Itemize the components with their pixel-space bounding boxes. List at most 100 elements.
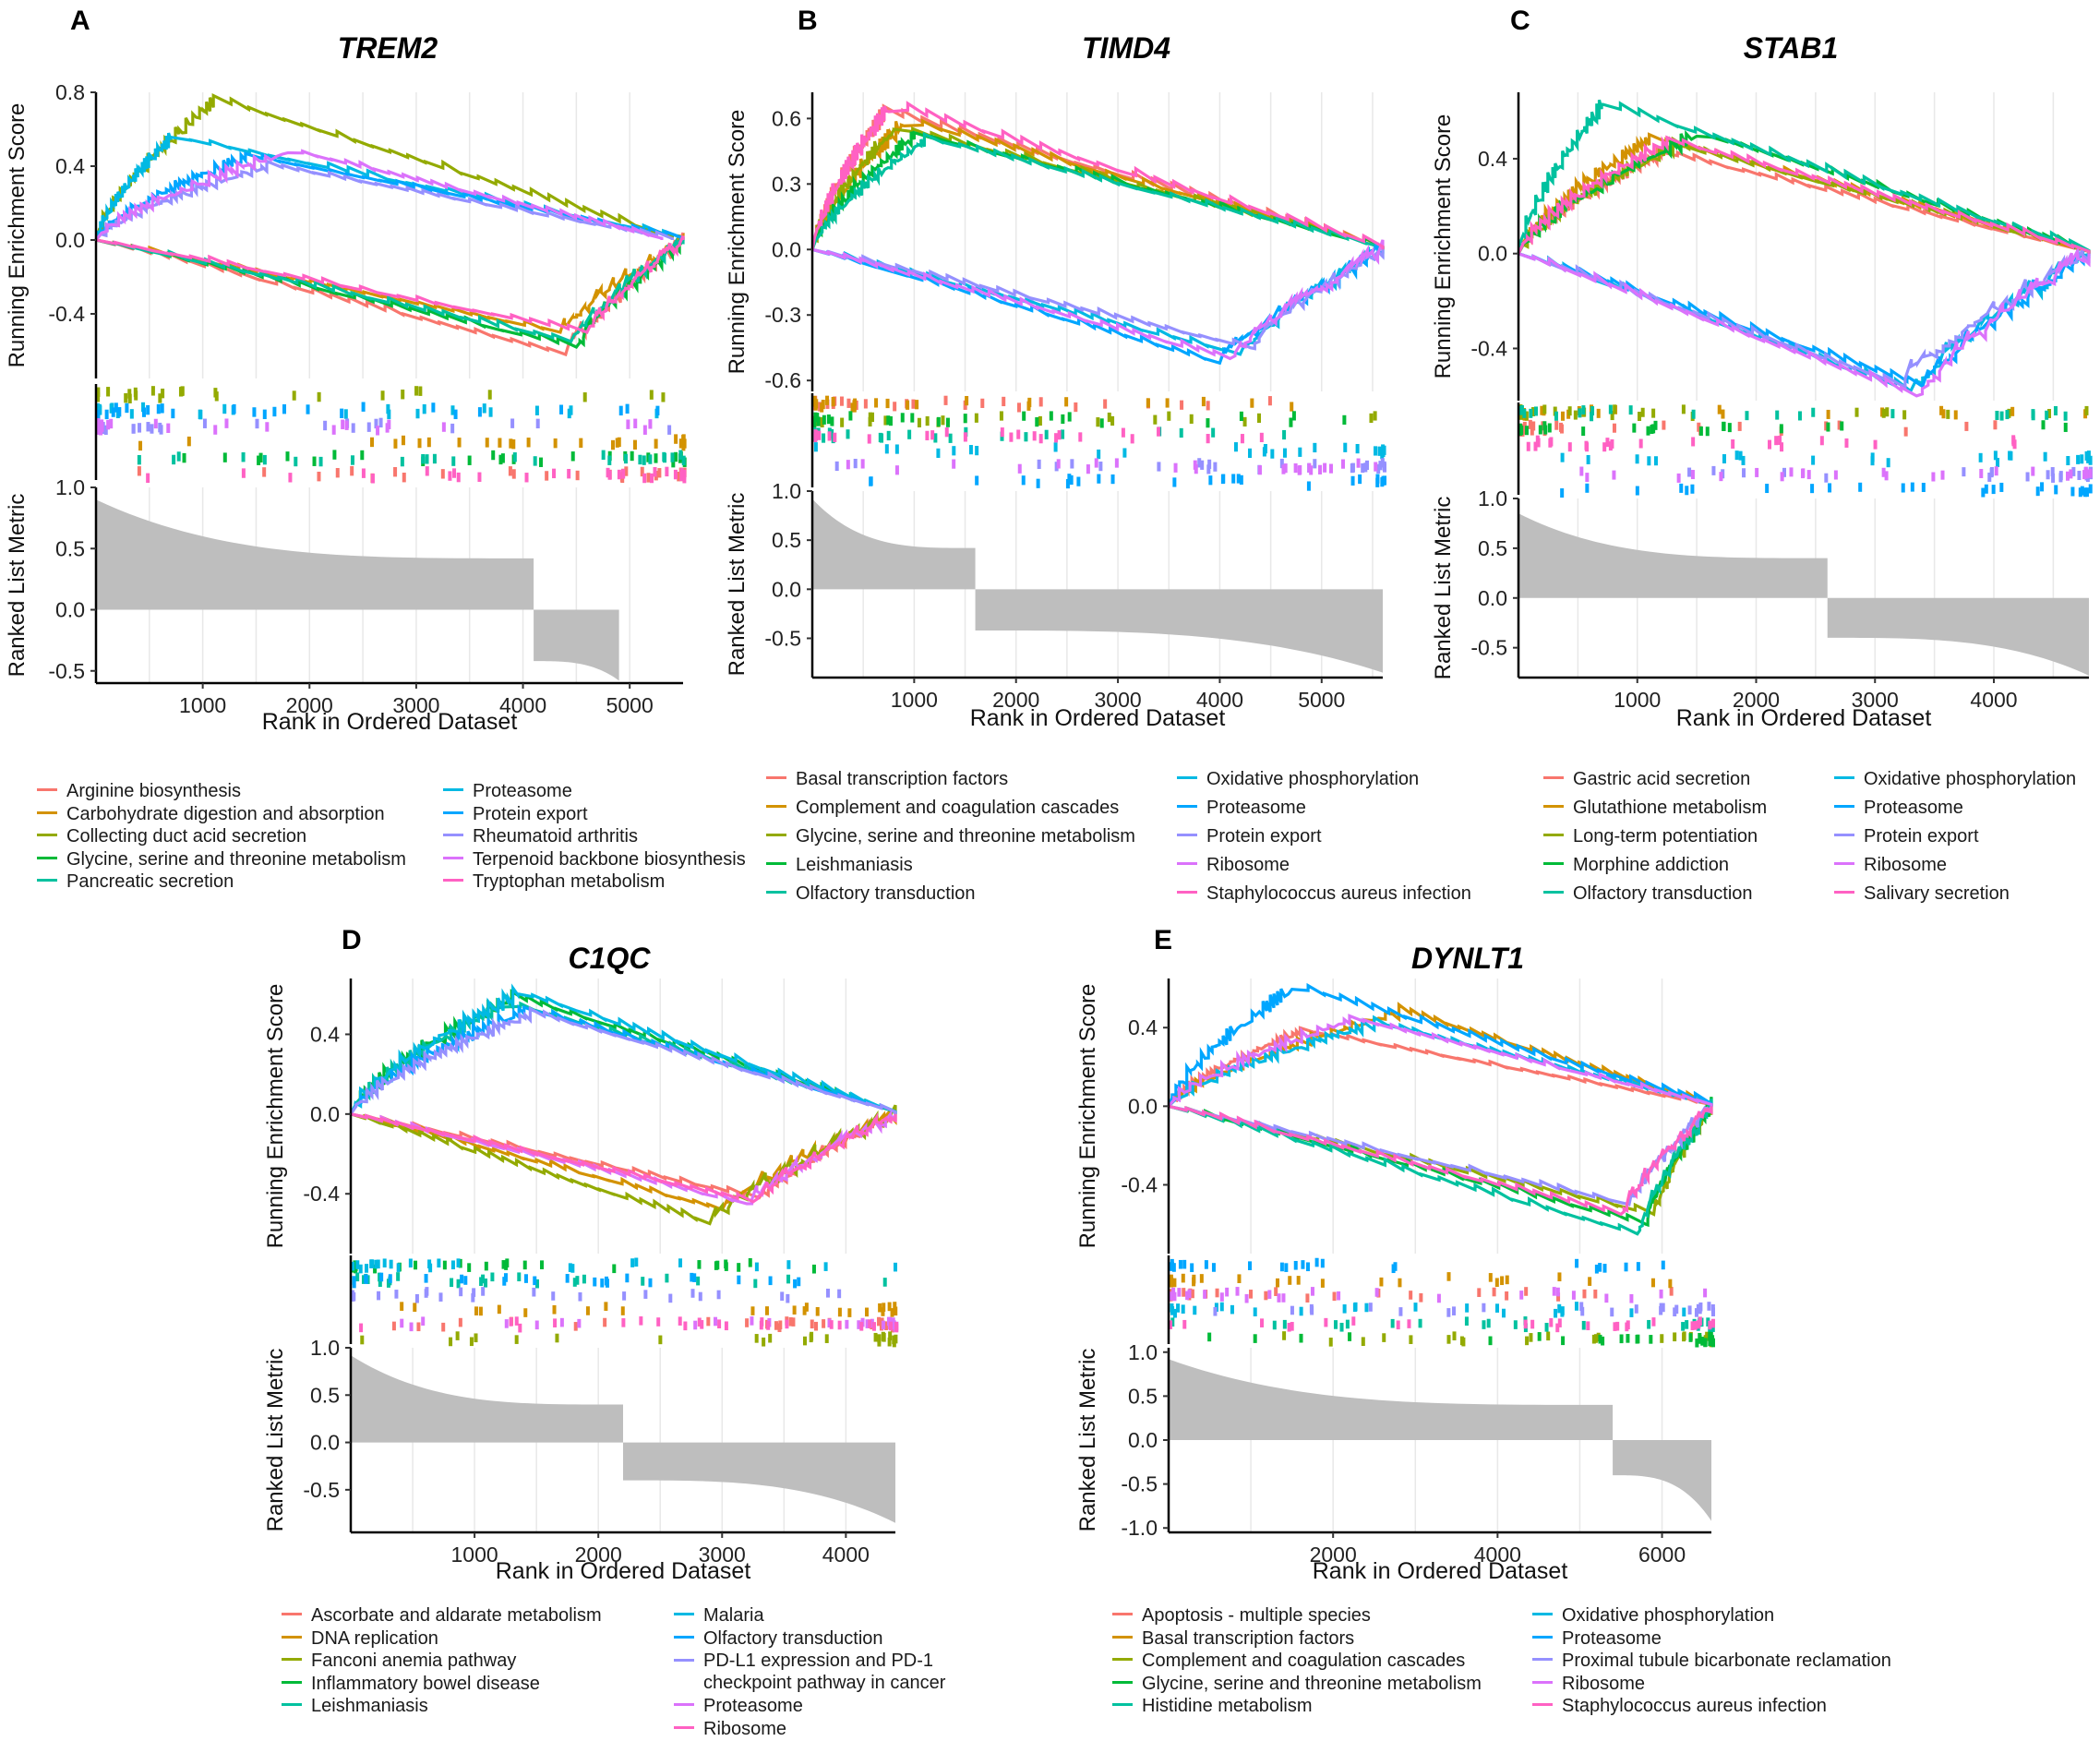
hit-tick-staphylococcus-aureus-infection [1290, 1322, 1294, 1331]
hit-tick-ribosome [1177, 1288, 1182, 1297]
legend-swatch [674, 1703, 694, 1707]
hit-tick-glycine-serine-and-threonine-metabolism [1038, 415, 1042, 426]
hit-tick-proteasome [1679, 483, 1684, 493]
hit-tick-complement-and-coagulation-cascades [1290, 402, 1294, 412]
hit-tick-proteasome [1636, 1262, 1640, 1271]
hit-tick-staphylococcus-aureus-infection [1121, 427, 1125, 438]
legend-item-rheumatoid-arthritis: Rheumatoid arthritis [443, 825, 638, 847]
legend-timd4: Basal transcription factors Complement an… [766, 768, 1523, 904]
hit-tick-olfactory-transduction [1044, 429, 1049, 439]
hit-tick-proteasome [1598, 1263, 1602, 1272]
hit-tick-proteasome [198, 409, 203, 420]
hit-tick-gastric-acid-secretion [1737, 421, 1742, 431]
hit-tick-long-term-potentiation [1573, 410, 1578, 420]
hit-tick-histidine-metabolism [1482, 1320, 1486, 1329]
legend-label: Gastric acid secretion [1573, 769, 1751, 789]
metric-ytick-label: 0.5 [1478, 536, 1507, 560]
hit-tick-basal-transcription-factors [980, 398, 985, 408]
es-curve-protein-export [1518, 248, 2091, 390]
hit-tick-complement-and-coagulation-cascades [1361, 1337, 1365, 1347]
hit-tick-oxidative-phosphorylation [1494, 1303, 1499, 1313]
hit-tick-glutathione-metabolism [1941, 409, 1946, 419]
legend-label: Pancreatic secretion [66, 871, 234, 892]
hit-tick-malaria [365, 1264, 369, 1273]
hit-tick-proteasome [1305, 1262, 1310, 1272]
hit-tick-complement-and-coagulation-cascades [1529, 1333, 1533, 1342]
hit-tick-oxidative-phosphorylation [1734, 450, 1739, 461]
hit-tick-leishmaniasis [1342, 414, 1347, 425]
hit-tick-pancreatic-secretion [400, 456, 404, 467]
hit-tick-salivary-secretion [1780, 442, 1784, 452]
legend-label: Complement and coagulation cascades [1142, 1651, 1466, 1671]
metric-ytick-label: 0.0 [1128, 1428, 1158, 1452]
ranked-metric-area [96, 499, 619, 681]
hit-tick-fanconi-anemia-pathway [768, 1333, 773, 1343]
hit-tick-leishmaniasis [361, 1275, 366, 1284]
hit-tick-salivary-secretion [1610, 438, 1614, 449]
hit-tick-ribosome [1086, 464, 1090, 474]
hit-tick-rheumatoid-arthritis [138, 423, 142, 433]
hit-tick-proteasome [1999, 482, 2004, 492]
hit-tick-ribosome [553, 1318, 558, 1327]
hit-tick-olfactory-transduction [1518, 405, 1523, 415]
hit-tick-collecting-duct-acid-secretion [401, 390, 405, 400]
legend-item-apoptosis-multiple-species: Apoptosis - multiple species [1112, 1604, 1371, 1627]
hit-tick-pancreatic-secretion [176, 451, 181, 462]
ranked-metric-area [1518, 513, 2089, 676]
hit-tick-dna-replication [847, 1308, 852, 1317]
hit-tick-carbohydrate-digestion-and-absorption [654, 438, 658, 449]
hit-tick-proteasome [2070, 486, 2075, 497]
hit-tick-pd-l1-expression-and-pd-1-checkpoint-pathway-in-cancer [643, 1290, 648, 1299]
ranked-metric-area [812, 498, 1383, 673]
hit-tick-ribosome [1297, 465, 1302, 475]
hit-tick-ribosome [1171, 1287, 1176, 1297]
hit-tick-dna-replication [750, 1306, 755, 1315]
hit-tick-arginine-biosynthesis [335, 468, 340, 478]
xtick-label: 4000 [1196, 688, 1243, 712]
hit-tick-proteasome [1910, 482, 1914, 492]
hit-tick-proteasome [1984, 484, 1988, 494]
hit-tick-staphylococcus-aureus-infection [1130, 434, 1134, 444]
hit-tick-arginine-biosynthesis [545, 471, 549, 481]
legend-item-ribosome: Ribosome [1532, 1673, 1645, 1695]
hit-tick-ribosome [656, 1317, 661, 1327]
hit-tick-glutathione-metabolism [1939, 405, 1944, 415]
hit-tick-basal-transcription-factors [1181, 1273, 1185, 1283]
legend-swatch [1532, 1635, 1553, 1639]
legend-label: Protein export [1206, 826, 1322, 846]
hit-tick-ribosome [1281, 1293, 1286, 1303]
hit-tick-glycine-serine-and-threonine-metabolism [1153, 414, 1158, 425]
hit-tick-collecting-duct-acid-secretion [380, 390, 385, 401]
hit-tick-complement-and-coagulation-cascades [1446, 1335, 1451, 1344]
metric-ytick-label: 0.5 [310, 1383, 340, 1407]
es-curve-ribosome [1167, 1014, 1713, 1108]
hit-tick-protein-export [1313, 459, 1317, 469]
hit-tick-ribosome [1612, 470, 1616, 480]
hit-tick-pancreatic-secretion [241, 452, 246, 462]
hit-tick-fanconi-anemia-pathway [824, 1334, 829, 1343]
hit-tick-apoptosis-multiple-species [1264, 1291, 1268, 1301]
legend-swatch [766, 776, 786, 780]
hit-tick-staphylococcus-aureus-infection [1324, 1317, 1328, 1327]
hit-tick-olfactory-transduction [503, 1273, 508, 1282]
legend-label: Oxidative phosphorylation [1206, 769, 1420, 789]
hit-tick-complement-and-coagulation-cascades [965, 395, 969, 406]
hit-tick-proteasome [1021, 475, 1026, 486]
hit-tick-tryptophan-metabolism [288, 473, 293, 483]
hit-tick-ribosome [871, 1322, 876, 1331]
hit-tick-inflammatory-bowel-disease [737, 1263, 741, 1272]
hit-tick-staphylococcus-aureus-infection [1287, 1322, 1291, 1332]
hit-tick-proteasome [577, 1318, 582, 1328]
legend-swatch [1532, 1658, 1553, 1662]
hit-tick-olfactory-transduction [605, 1279, 609, 1288]
hit-tick-oxidative-phosphorylation [1738, 450, 1743, 461]
hit-tick-glycine-serine-and-threonine-metabolism [868, 416, 872, 427]
metric-ytick-label: 1.0 [1128, 1340, 1158, 1364]
hit-tick-glycine-serine-and-threonine-metabolism [312, 456, 317, 466]
hit-tick-gastric-acid-secretion [1964, 421, 1969, 431]
hit-tick-ribosome [1281, 464, 1286, 474]
hit-tick-protein-export [1207, 459, 1212, 469]
hit-tick-dna-replication [478, 1306, 483, 1316]
hit-tick-gastric-acid-secretion [1824, 421, 1829, 431]
hit-tick-pancreatic-secretion [262, 454, 267, 465]
